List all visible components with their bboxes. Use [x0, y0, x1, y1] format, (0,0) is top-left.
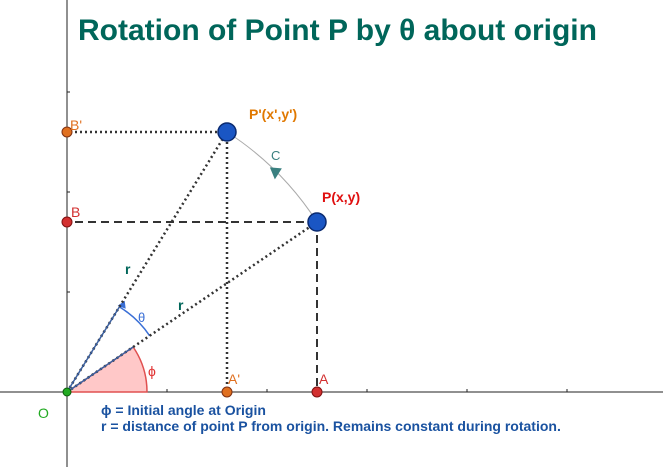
phi-angle-sector — [64, 345, 148, 393]
rotation-arc — [226, 131, 318, 223]
label-arc-c: C — [271, 148, 280, 163]
label-p-prime: P'(x',y') — [249, 106, 297, 122]
label-p: P(x,y) — [322, 189, 360, 205]
point-a — [311, 386, 323, 398]
label-origin: O — [38, 405, 49, 421]
point-b-prime — [61, 126, 73, 138]
label-b: B — [71, 204, 80, 220]
diagram-title: Rotation of Point P by θ about origin — [78, 14, 597, 47]
label-r-pprime: r — [125, 261, 131, 277]
point-a-prime — [221, 386, 233, 398]
point-p-prime[interactable] — [217, 122, 237, 142]
radius-prime-solid-segment — [66, 306, 121, 393]
rotation-arrowhead — [269, 167, 282, 180]
point-p[interactable] — [307, 212, 327, 232]
radius-solid-segment — [66, 346, 134, 393]
note-r: r = distance of point P from origin. Rem… — [101, 418, 561, 434]
theta-arrowhead — [117, 300, 126, 309]
label-a-prime: A' — [228, 371, 240, 387]
label-phi: ϕ — [148, 363, 156, 379]
note-phi: ϕ = Initial angle at Origin — [101, 402, 266, 418]
origin-point — [62, 387, 72, 397]
label-theta: θ — [138, 310, 145, 325]
label-a: A — [319, 371, 329, 387]
theta-angle-arc — [119, 306, 151, 337]
point-b — [61, 216, 73, 228]
label-b-prime: B' — [70, 117, 82, 133]
label-r-p: r — [178, 297, 184, 313]
